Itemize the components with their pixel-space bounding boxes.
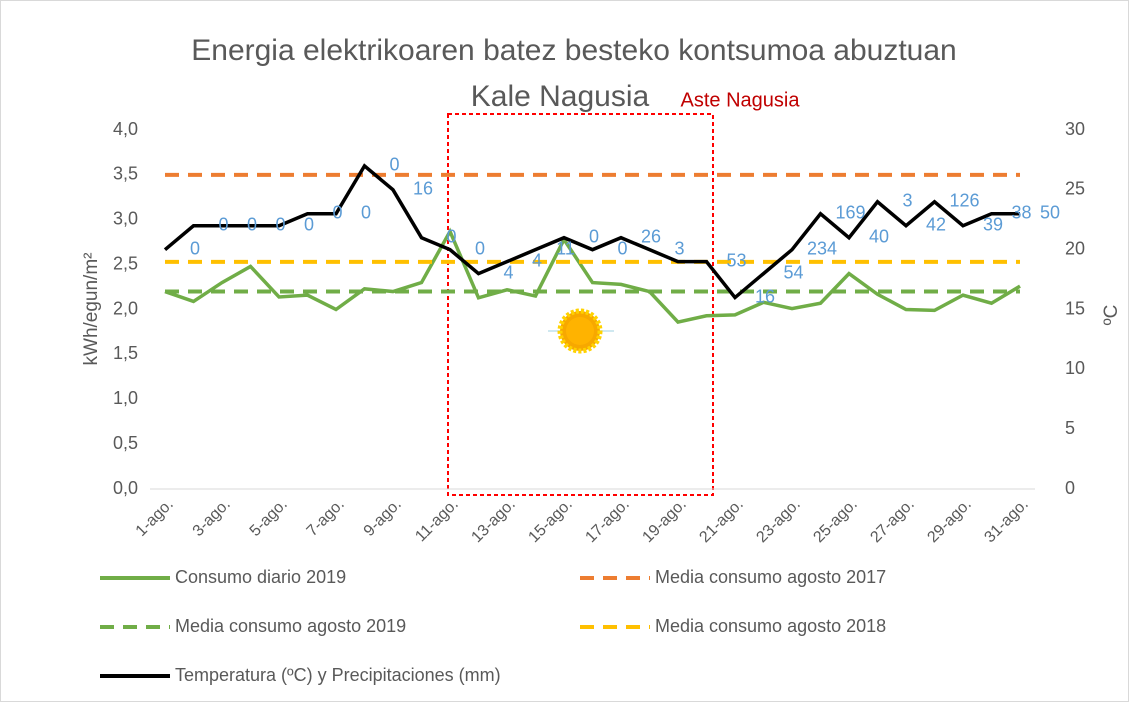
y-tick-label: 1,0 [113,388,138,408]
data-label: 16 [413,179,433,199]
data-label: 50 [1040,203,1060,223]
data-label: 0 [361,203,371,223]
y-tick-label: 0,5 [113,433,138,453]
y2-tick-label: 20 [1065,238,1085,258]
data-label: 0 [190,238,200,258]
y-tick-label: 0,0 [113,478,138,498]
data-label: 0 [275,214,285,234]
y2-tick-label: 0 [1065,478,1075,498]
y-tick-label: 4,0 [113,119,138,139]
data-label: 126 [949,191,979,211]
chart-subtitle: Kale Nagusia [471,80,650,113]
data-label: 0 [589,226,599,246]
y2-tick-label: 5 [1065,418,1075,438]
annotation: Aste Nagusia [681,89,801,111]
y-tick-label: 3,5 [113,164,138,184]
series-line [164,227,1021,324]
data-label: 11 [556,238,575,258]
data-label: 16 [755,286,775,306]
data-label: 234 [807,238,837,258]
legend-label: Media consumo agosto 2018 [655,616,886,636]
data-label: 4 [532,250,542,270]
y-tick-label: 3,0 [113,209,138,229]
y-tick-label: 2,5 [113,253,138,273]
data-label: 0 [218,214,228,234]
data-label: 0 [446,226,456,246]
data-label: 169 [835,203,865,223]
data-label: 53 [726,250,746,270]
data-label: 3 [674,238,684,258]
data-label: 42 [926,214,946,234]
sun-icon [548,308,614,354]
data-label: 26 [641,226,661,246]
legend-label: Media consumo agosto 2019 [175,616,406,636]
chart-title: Energia elektrikoaren batez besteko kont… [191,34,956,67]
legend-label: Temperatura (ºC) y Precipitaciones (mm) [175,665,501,685]
data-label: 0 [617,238,627,258]
data-label: 39 [983,214,1003,234]
data-label: 0 [304,214,314,234]
series-line [163,163,1020,301]
data-label: 54 [783,262,803,282]
y-axis-label: kWh/egun/m² [81,253,102,366]
legend-label: Consumo diario 2019 [175,567,346,587]
y2-axis-label: ºC [1101,305,1122,326]
data-label: 38 [1011,203,1031,223]
y-tick-label: 2,0 [113,298,138,318]
data-label: 3 [902,191,912,211]
data-label: 40 [869,226,889,246]
y-tick-label: 1,5 [113,343,138,363]
data-label: 4 [503,262,513,282]
legend-label: Media consumo agosto 2017 [655,567,886,587]
y2-tick-label: 10 [1065,358,1085,378]
data-label: 0 [247,214,257,234]
y2-tick-label: 30 [1065,119,1085,139]
data-label: 0 [332,203,342,223]
data-label: 0 [475,238,485,258]
highlight-box [447,113,714,496]
data-label: 0 [389,155,399,175]
y2-tick-label: 25 [1065,179,1085,199]
y2-tick-label: 15 [1065,298,1085,318]
